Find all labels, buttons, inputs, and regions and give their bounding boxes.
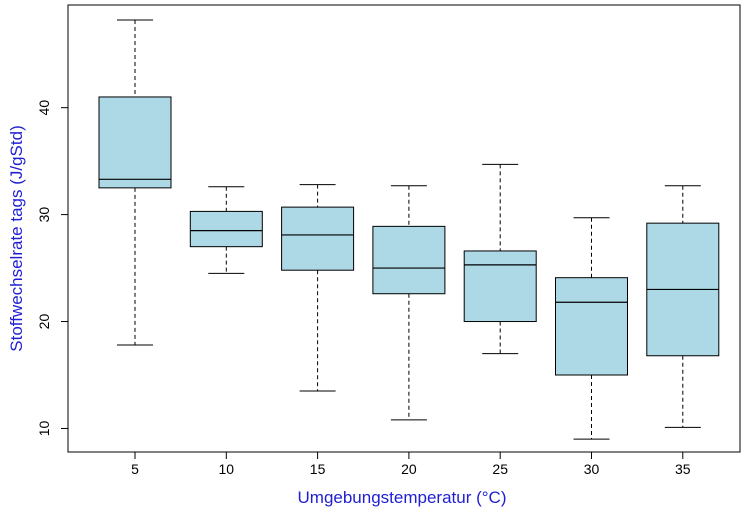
box-group [463, 163, 537, 355]
box-iqr [372, 225, 446, 295]
box-group [555, 217, 628, 440]
x-tick-label: 15 [310, 461, 326, 477]
x-tick-label: 10 [219, 461, 235, 477]
box-group [98, 19, 172, 346]
x-tick-label: 20 [401, 461, 417, 477]
y-tick-label: 30 [36, 207, 52, 223]
box-group [646, 185, 720, 428]
y-tick-label: 10 [36, 420, 52, 436]
box-iqr [463, 250, 537, 323]
box-group [281, 184, 355, 392]
y-tick-label: 20 [36, 314, 52, 330]
box-iqr [189, 210, 263, 248]
x-tick-label: 25 [492, 461, 508, 477]
box-iqr [98, 96, 172, 189]
box-group [372, 185, 446, 421]
y-axis-title: Stoffwechselrate tags (J/gStd) [7, 125, 26, 351]
x-tick-label: 30 [584, 461, 600, 477]
box-iqr [281, 206, 355, 271]
x-tick-label: 5 [131, 461, 139, 477]
x-axis-title: Umgebungstemperatur (°C) [298, 488, 507, 507]
box-group [189, 186, 263, 274]
plot-area: 5 10 15 20 25 30 35 10 20 30 40 [36, 4, 741, 477]
y-tick-label: 40 [36, 100, 52, 116]
x-tick-label: 35 [675, 461, 691, 477]
box-iqr [555, 277, 628, 376]
